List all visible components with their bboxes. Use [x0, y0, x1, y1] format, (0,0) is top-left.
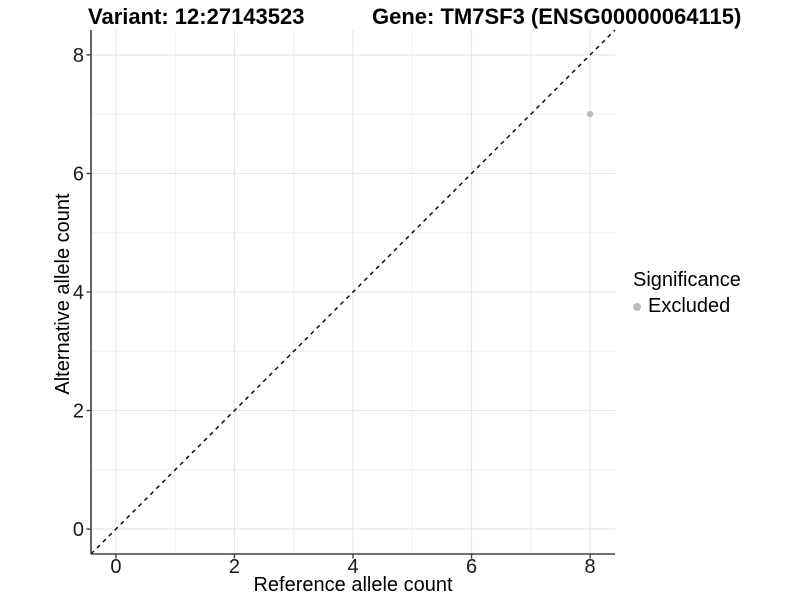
legend-item-label: Excluded: [648, 295, 731, 317]
legend: Significance Excluded: [633, 269, 741, 318]
x-tick-label: 6: [466, 556, 477, 578]
plot-title-variant: Variant: 12:27143523: [88, 4, 305, 29]
y-tick-label: 0: [73, 519, 84, 541]
x-axis-title: Reference allele count: [253, 574, 453, 596]
x-tick-label: 0: [110, 556, 121, 578]
x-tick-label: 4: [347, 556, 358, 578]
legend-item-excluded: Excluded: [633, 295, 741, 318]
y-tick-label: 2: [73, 401, 84, 423]
legend-title: Significance: [633, 269, 741, 291]
x-tick-label: 2: [229, 556, 240, 578]
y-tick-label: 4: [73, 282, 84, 304]
identity-dashed-line: [90, 29, 616, 555]
x-tick-label: 8: [585, 556, 596, 578]
legend-key-dot: [633, 302, 641, 311]
y-axis-title: Alternative allele count: [52, 193, 74, 395]
data-point: [586, 110, 594, 118]
y-tick-label: 8: [73, 45, 84, 67]
plot-title-gene: Gene: TM7SF3 (ENSG00000064115): [372, 4, 742, 29]
y-tick-label: 6: [73, 163, 84, 185]
